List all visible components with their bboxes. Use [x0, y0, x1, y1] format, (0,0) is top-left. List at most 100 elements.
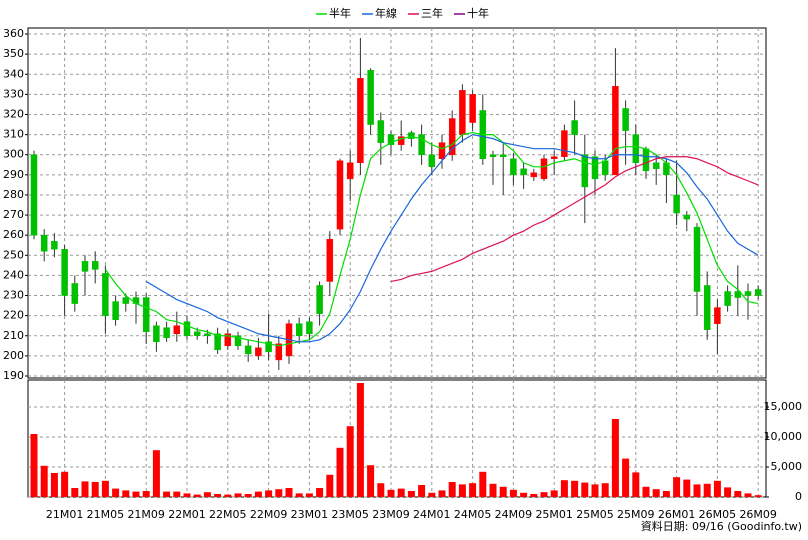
- volume-bar: [142, 491, 150, 497]
- y-tick-label: 200: [3, 349, 24, 362]
- y-tick-label: 190: [3, 369, 24, 382]
- y-tick-label: 280: [3, 188, 24, 201]
- candle-body: [387, 134, 395, 145]
- volume-bar: [295, 493, 303, 497]
- volume-bar: [509, 489, 517, 497]
- y-tick-label: 360: [3, 27, 24, 40]
- volume-bar: [122, 490, 130, 497]
- candle-body: [377, 120, 385, 143]
- volume-bar: [458, 484, 466, 497]
- candle-body: [40, 234, 48, 252]
- candle-body: [51, 240, 58, 250]
- x-tick-label: 24M01: [413, 508, 451, 521]
- candle-body: [520, 168, 527, 176]
- ma-line: [145, 133, 759, 343]
- legend-label: 十年: [467, 6, 489, 20]
- volume-bar: [652, 489, 660, 497]
- candle-body: [326, 238, 334, 282]
- volume-bar: [112, 488, 120, 497]
- candle-body: [499, 154, 507, 157]
- volume-bar: [183, 493, 191, 497]
- ma-line: [390, 156, 759, 283]
- volume-bar: [326, 474, 334, 497]
- volume-bar: [346, 426, 354, 497]
- candle-body: [744, 291, 752, 296]
- x-tick-label: 21M09: [127, 508, 165, 521]
- volume-bar: [356, 383, 364, 497]
- candle-body: [306, 321, 313, 334]
- volume-bar: [571, 480, 579, 497]
- volume-bar: [499, 486, 507, 497]
- candle-body: [244, 345, 252, 355]
- candle-body: [30, 154, 38, 236]
- candle-body: [550, 156, 558, 159]
- y-tick-label: 290: [3, 168, 24, 181]
- candle-body: [153, 325, 160, 343]
- candle-body: [724, 291, 731, 306]
- y-tick-label: 240: [3, 268, 24, 281]
- y-tick-label: 0: [795, 490, 802, 503]
- y-tick-label: 260: [3, 228, 24, 241]
- candle-body: [193, 331, 201, 337]
- price-panel: [27, 27, 767, 379]
- x-tick-label: 24M09: [495, 508, 533, 521]
- volume-bar: [673, 477, 681, 497]
- candle-body: [357, 78, 364, 164]
- legend-label: 三年: [421, 6, 443, 20]
- candle-body: [418, 134, 425, 155]
- candle-body: [581, 154, 589, 188]
- volume-bar: [244, 494, 252, 497]
- candle-body: [428, 154, 436, 168]
- volume-bar: [550, 490, 558, 497]
- x-tick-label: 24M05: [454, 508, 492, 521]
- volume-panel: [27, 379, 767, 498]
- x-tick-label: 22M09: [250, 508, 288, 521]
- candle-body: [754, 289, 762, 296]
- x-tick-label: 22M01: [168, 508, 206, 521]
- volume-bar: [397, 488, 405, 497]
- candle-body: [142, 297, 150, 332]
- volume-bar: [754, 495, 762, 497]
- volume-bar: [520, 492, 528, 497]
- y-tick-label: 230: [3, 289, 24, 302]
- volume-bar: [693, 484, 701, 497]
- volume-bar: [581, 482, 589, 497]
- candle-body: [112, 301, 119, 320]
- candle-body: [622, 108, 629, 131]
- volume-bar: [132, 491, 140, 497]
- candle-body: [295, 323, 303, 337]
- y-tick-label: 310: [3, 128, 24, 141]
- y-tick-label: 300: [3, 148, 24, 161]
- y-tick-label: 330: [3, 87, 24, 100]
- candle-body: [346, 162, 354, 180]
- candle-body: [510, 158, 517, 176]
- candle-body: [102, 273, 109, 316]
- volume-bar: [448, 482, 456, 497]
- volume-bar: [438, 490, 446, 497]
- volume-bar: [152, 450, 160, 497]
- candle-body: [81, 261, 89, 272]
- candle-body: [652, 162, 660, 170]
- candle-body: [714, 307, 721, 324]
- candle-body: [469, 94, 476, 123]
- candle-body: [734, 291, 742, 298]
- volume-bar: [734, 491, 742, 497]
- volume-bar: [632, 472, 640, 497]
- x-tick-label: 22M05: [209, 508, 247, 521]
- volume-bar: [91, 482, 99, 497]
- volume-bar: [683, 479, 691, 497]
- volume-bar: [214, 494, 222, 497]
- volume-bar: [662, 491, 670, 497]
- candle-body: [214, 333, 221, 351]
- volume-bar: [163, 491, 171, 497]
- volume-bar: [418, 485, 426, 497]
- volume-bar: [367, 465, 375, 497]
- x-tick-label: 26M09: [739, 508, 777, 521]
- volume-bar: [203, 492, 211, 497]
- candle-body: [275, 343, 283, 361]
- candle-body: [683, 214, 691, 220]
- volume-bar: [560, 480, 568, 497]
- candle-body: [367, 69, 374, 125]
- volume-bar: [642, 486, 650, 497]
